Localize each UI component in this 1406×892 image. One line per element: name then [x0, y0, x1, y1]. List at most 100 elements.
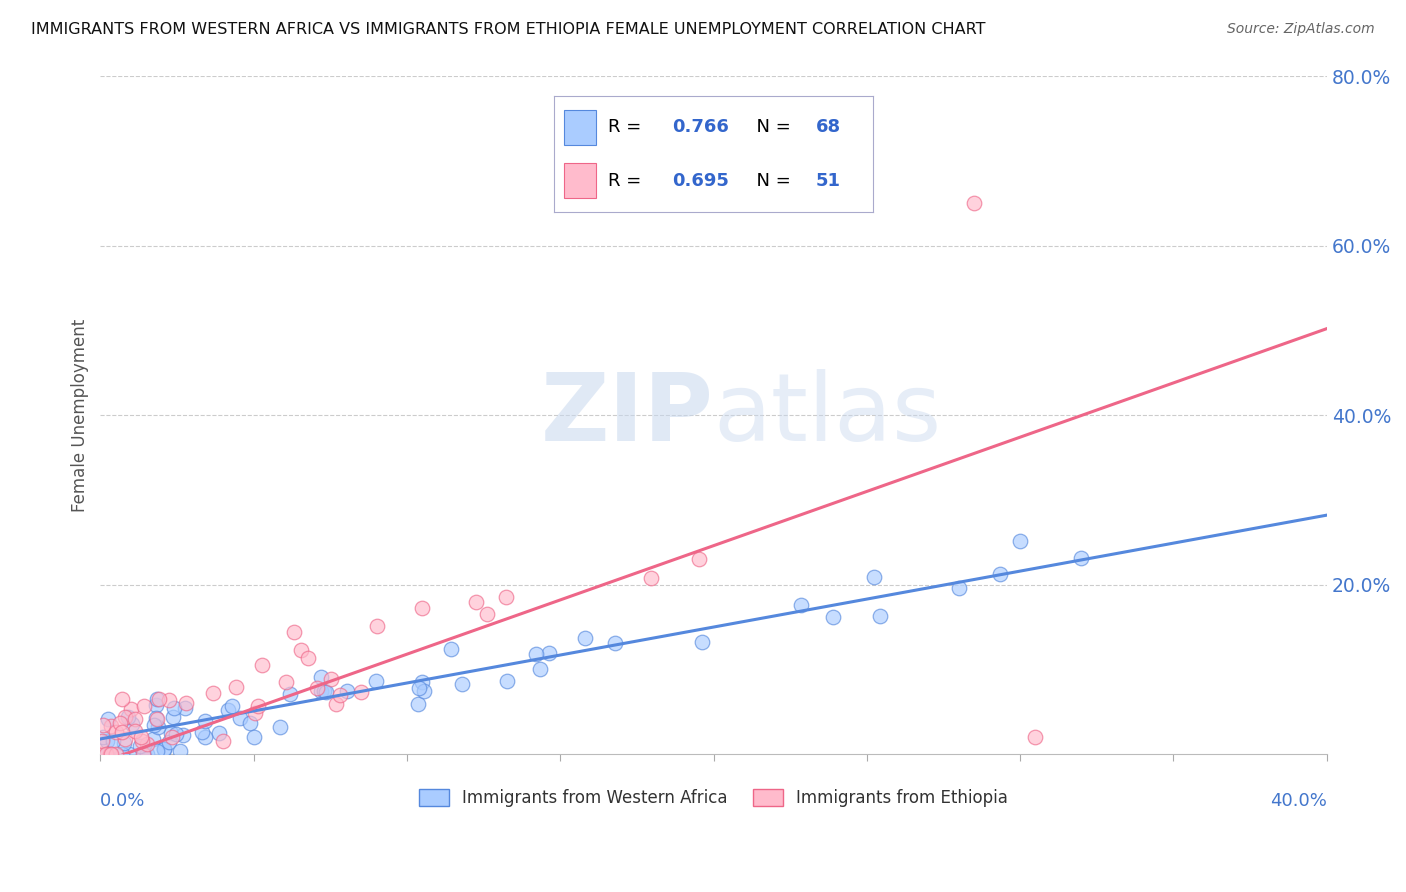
Point — [869, 608, 891, 623]
Point — [440, 642, 463, 657]
Text: ZIP: ZIP — [541, 369, 714, 461]
Point — [948, 581, 970, 595]
Point — [110, 691, 132, 706]
Y-axis label: Female Unemployment: Female Unemployment — [72, 318, 89, 512]
Point — [269, 721, 291, 735]
Point — [315, 685, 337, 699]
Text: 0.0%: 0.0% — [100, 791, 146, 810]
Point — [305, 681, 328, 695]
Point — [114, 731, 136, 746]
Point — [366, 673, 388, 688]
Text: atlas: atlas — [714, 369, 942, 461]
Point — [252, 657, 274, 672]
Point — [157, 693, 180, 707]
Point — [297, 650, 319, 665]
Point — [529, 662, 551, 676]
Point — [96, 734, 118, 748]
Point — [321, 672, 343, 686]
Point — [100, 719, 122, 733]
Point — [142, 718, 165, 732]
Point — [477, 607, 499, 622]
Point — [194, 730, 217, 744]
Point — [283, 625, 305, 640]
Point — [117, 710, 139, 724]
Point — [221, 698, 243, 713]
Point — [821, 610, 844, 624]
Point — [146, 712, 169, 726]
Point — [114, 709, 136, 723]
Point — [465, 595, 488, 609]
Point — [217, 704, 239, 718]
Point — [451, 677, 474, 691]
Point — [91, 734, 114, 748]
Point — [202, 686, 225, 700]
Point — [104, 725, 127, 739]
Point — [408, 681, 430, 695]
Point — [574, 632, 596, 646]
Point — [191, 725, 214, 739]
Point — [280, 687, 302, 701]
Point — [1070, 551, 1092, 566]
Point — [207, 726, 229, 740]
Point — [132, 698, 155, 713]
Text: Source: ZipAtlas.com: Source: ZipAtlas.com — [1227, 22, 1375, 37]
Point — [228, 711, 250, 725]
Point — [329, 688, 352, 702]
Point — [172, 728, 194, 742]
Point — [162, 710, 184, 724]
Point — [146, 744, 169, 758]
Point — [325, 698, 347, 712]
Point — [96, 747, 118, 762]
Point — [142, 731, 165, 746]
Point — [98, 747, 121, 762]
Point — [132, 747, 155, 762]
Point — [160, 726, 183, 740]
Point — [290, 643, 312, 657]
Point — [163, 701, 186, 715]
Point — [91, 730, 114, 744]
Point — [247, 699, 270, 714]
Point — [162, 730, 184, 744]
Point — [111, 747, 134, 762]
Point — [153, 742, 176, 756]
Point — [212, 734, 235, 748]
Point — [146, 691, 169, 706]
Point — [90, 747, 112, 762]
Point — [91, 717, 114, 731]
Point — [406, 697, 429, 711]
Point — [124, 723, 146, 738]
Point — [963, 196, 986, 211]
Text: 40.0%: 40.0% — [1270, 791, 1327, 810]
Point — [1024, 731, 1046, 745]
Point — [350, 685, 373, 699]
Point — [129, 739, 152, 753]
Point — [169, 743, 191, 757]
Point — [118, 747, 141, 762]
Point — [112, 736, 135, 750]
Point — [145, 711, 167, 725]
Point — [309, 670, 332, 684]
Legend: Immigrants from Western Africa, Immigrants from Ethiopia: Immigrants from Western Africa, Immigran… — [412, 782, 1015, 814]
Text: IMMIGRANTS FROM WESTERN AFRICA VS IMMIGRANTS FROM ETHIOPIA FEMALE UNEMPLOYMENT C: IMMIGRANTS FROM WESTERN AFRICA VS IMMIGR… — [31, 22, 986, 37]
Point — [165, 726, 187, 740]
Point — [145, 698, 167, 713]
Point — [194, 714, 217, 729]
Point — [239, 715, 262, 730]
Point — [225, 680, 247, 694]
Point — [148, 721, 170, 735]
Point — [129, 730, 152, 744]
Point — [124, 712, 146, 726]
Point — [1010, 534, 1032, 549]
Point — [153, 742, 176, 756]
Point — [173, 701, 195, 715]
Point — [790, 599, 813, 613]
Point — [335, 683, 357, 698]
Point — [94, 747, 117, 762]
Point — [412, 684, 434, 698]
Point — [526, 647, 548, 661]
Point — [131, 734, 153, 748]
Point — [134, 747, 156, 762]
Point — [110, 725, 132, 739]
Point — [640, 571, 662, 585]
Point — [692, 635, 714, 649]
